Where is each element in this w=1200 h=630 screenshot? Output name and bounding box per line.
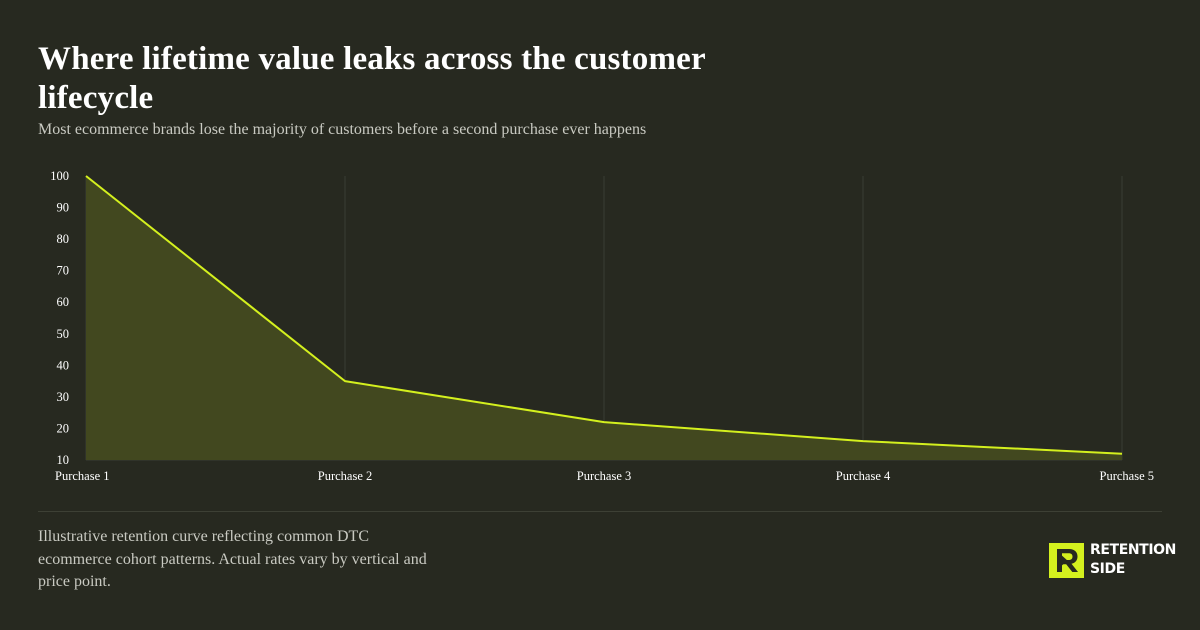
x-axis-ticks: Purchase 1 Purchase 2 Purchase 3 Purchase 4… [55, 469, 1154, 483]
footnote: Illustrative retention curve reflecting … [38, 528, 427, 590]
y-tick-label: 10 [57, 453, 70, 467]
x-tick-label: Purchase 2 [318, 469, 373, 483]
y-tick-label: 40 [57, 358, 70, 372]
y-tick-label: 80 [57, 232, 70, 246]
x-tick-label: Purchase 1 [55, 469, 110, 483]
chart-title: Where lifetime value leaks across the cu… [38, 41, 706, 116]
r-monogram-icon [1049, 542, 1084, 578]
y-tick-label: 70 [57, 264, 70, 278]
brand-logo: RETENTION SIDE [1049, 541, 1176, 579]
x-tick-label: Purchase 4 [836, 469, 891, 483]
y-tick-label: 50 [57, 327, 70, 341]
chart-area [86, 176, 1122, 460]
y-tick-label: 60 [57, 295, 70, 309]
y-tick-label: 20 [57, 421, 70, 435]
y-tick-label: 90 [57, 201, 70, 215]
x-tick-label: Purchase 3 [577, 469, 632, 483]
brand-name: RETENTION SIDE [1090, 542, 1176, 577]
footer-divider [38, 511, 1162, 512]
chart-subtitle: Most ecommerce brands lose the majority … [38, 121, 647, 138]
y-tick-label: 100 [50, 169, 69, 183]
chart-line [85, 175, 1123, 455]
x-tick-label: Purchase 5 [1100, 469, 1155, 483]
series-area [86, 176, 1122, 460]
y-axis-ticks: 100 90 80 70 60 50 40 30 20 10 [50, 169, 69, 467]
y-tick-label: 30 [57, 390, 70, 404]
